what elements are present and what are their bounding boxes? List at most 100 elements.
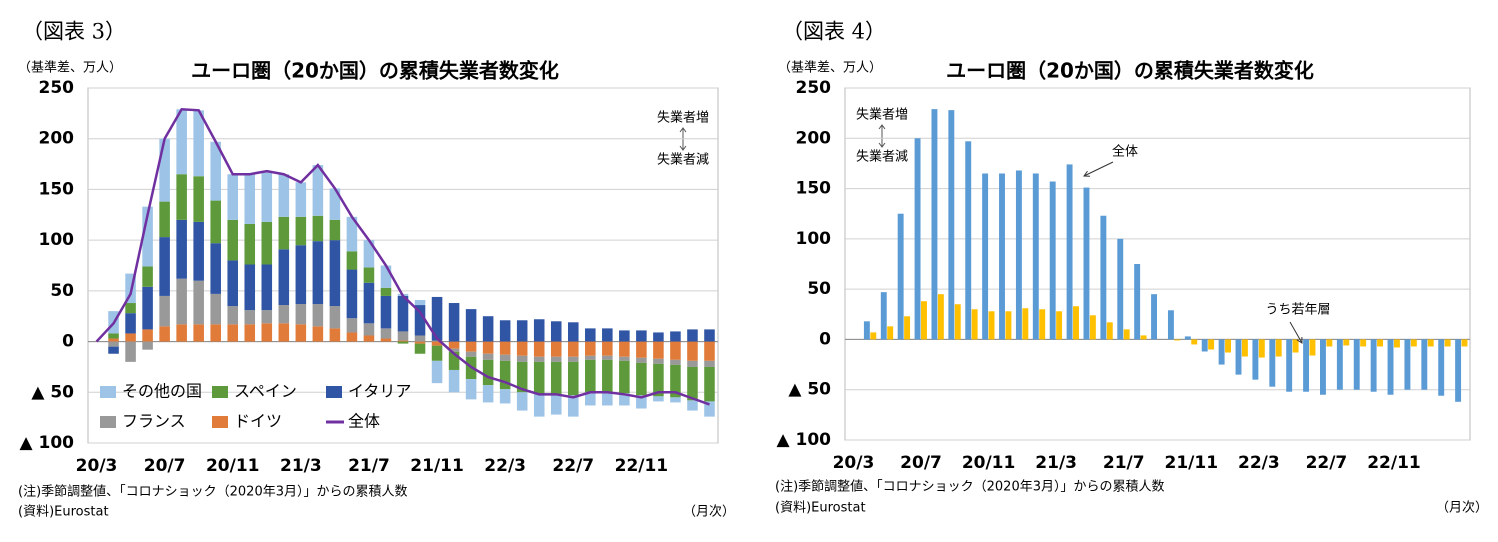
y-tick-label: 200 <box>796 128 832 148</box>
x-tick-label: 20/7 <box>900 453 942 473</box>
figure-label: （図表 4） <box>782 20 886 44</box>
bar-segment <box>585 359 596 393</box>
bar-segment <box>176 174 187 220</box>
bar <box>988 311 995 340</box>
bar-segment <box>533 319 545 342</box>
bar-segment <box>567 361 579 396</box>
bar-segment <box>125 313 136 334</box>
x-tick-label: 21/11 <box>1165 453 1219 473</box>
bar-segment <box>295 182 307 217</box>
bar-segment <box>670 397 681 403</box>
x-tick-label: 20/7 <box>144 456 186 476</box>
bar-segment <box>431 340 443 342</box>
bar <box>897 213 904 340</box>
bar-segment <box>363 323 375 336</box>
bar <box>1191 339 1198 345</box>
bar <box>1252 339 1259 380</box>
bar-segment <box>295 324 307 342</box>
bar-segment <box>619 341 630 357</box>
bar <box>1292 339 1299 353</box>
bar-segment <box>619 330 630 342</box>
bar <box>1100 215 1107 340</box>
legend-label: フランス <box>122 412 186 431</box>
bar-segment <box>261 171 273 222</box>
bar-segment <box>448 348 460 352</box>
note: (注)季節調整値、「コロナショック（2020年3月）」からの累積人数 <box>18 484 408 500</box>
bar-segment <box>602 392 613 406</box>
bar <box>1184 336 1191 340</box>
y-tick-label: ▲ 100 <box>20 433 75 453</box>
bar-segment <box>619 356 630 361</box>
legend-swatch <box>100 386 116 398</box>
bar-segment <box>653 363 664 397</box>
y-tick-label: 200 <box>39 129 75 149</box>
bar <box>1015 170 1022 340</box>
bar-segment <box>176 278 187 325</box>
bar-segment <box>602 355 613 360</box>
x-tick-label: 21/3 <box>280 456 322 476</box>
bar <box>1370 339 1377 392</box>
y-tick-label: 50 <box>807 279 831 299</box>
bar-segment <box>346 332 358 342</box>
bar <box>1269 339 1276 387</box>
x-tick-label: 22/3 <box>484 456 526 476</box>
x-tick-label: 20/11 <box>962 453 1016 473</box>
bar-segment <box>431 345 443 361</box>
legend-swatch <box>212 386 228 398</box>
bar-segment <box>125 303 136 314</box>
bar-segment <box>193 280 204 325</box>
bar <box>887 326 894 340</box>
unit-label: （基準差、万人） <box>778 60 882 76</box>
bar <box>1427 339 1434 347</box>
bar <box>1140 335 1147 340</box>
bar-segment <box>482 353 494 360</box>
arrow-head <box>1083 170 1091 177</box>
bar-segment <box>653 396 664 402</box>
bar-segment <box>653 332 664 342</box>
bar <box>1461 339 1468 347</box>
bar-segment <box>108 341 119 347</box>
bar <box>999 173 1005 340</box>
bar <box>1032 173 1039 340</box>
bar-segment <box>567 356 579 362</box>
bar-segment <box>380 295 392 329</box>
bar-segment <box>499 360 511 390</box>
bar-segment <box>380 338 392 342</box>
bar-segment <box>346 216 358 252</box>
bar <box>1404 339 1411 390</box>
unit-label: （基準差、万人） <box>18 60 122 76</box>
bar-segment <box>414 343 426 354</box>
bar-segment <box>687 360 698 367</box>
x-tick-label: 20/3 <box>833 453 875 473</box>
x-tick-label: 22/11 <box>615 456 669 476</box>
bar-segment <box>482 316 494 342</box>
bar <box>1022 308 1029 340</box>
bar <box>1303 339 1310 392</box>
bar-segment <box>533 341 545 357</box>
legend-label: 全体 <box>348 412 380 431</box>
bar-segment <box>312 165 324 216</box>
bar-segment <box>244 223 256 265</box>
bar-segment <box>193 176 204 222</box>
x-unit: （月次） <box>1436 500 1488 516</box>
bar-segment <box>227 260 239 307</box>
bar-segment <box>261 264 273 311</box>
y-tick-label: 50 <box>50 281 74 301</box>
bar-segment <box>108 346 119 354</box>
bar <box>863 321 870 340</box>
y-tick-label: 0 <box>62 332 74 352</box>
bar-segment <box>585 341 596 356</box>
note: (注)季節調整値、「コロナショック（2020年3月）」からの累積人数 <box>775 479 1165 495</box>
bar <box>1174 339 1181 341</box>
bar-segment <box>431 360 443 384</box>
annotation: 失業者増 <box>657 110 709 126</box>
legend-label: ドイツ <box>234 412 282 431</box>
bar-segment <box>142 286 153 330</box>
arrow-head <box>1296 336 1303 344</box>
bar <box>1393 339 1400 348</box>
y-tick-label: 100 <box>796 229 832 249</box>
bar-segment <box>448 341 460 349</box>
figure-label: （図表 3） <box>22 20 126 44</box>
bar-segment <box>346 269 358 319</box>
